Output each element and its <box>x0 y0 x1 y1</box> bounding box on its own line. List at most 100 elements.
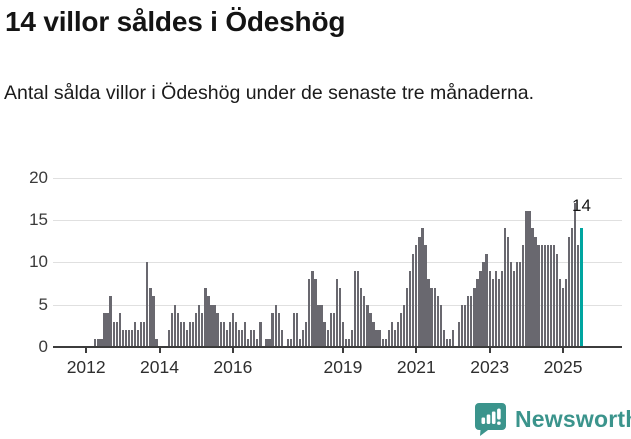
bar <box>384 338 387 347</box>
highlight-value-label: 14 <box>572 196 591 215</box>
bar <box>302 330 305 347</box>
bar <box>558 279 562 347</box>
bar <box>219 321 222 347</box>
bar <box>561 287 565 347</box>
bar <box>344 338 348 347</box>
y-axis-label-15: 15 <box>29 209 48 229</box>
bar <box>500 270 504 347</box>
bar <box>491 279 494 347</box>
x-axis-line <box>53 346 622 348</box>
bar <box>418 236 421 347</box>
y-axis-label-0: 0 <box>38 337 48 356</box>
bar <box>378 330 381 347</box>
bar <box>341 321 345 347</box>
bar <box>363 296 366 347</box>
x-tick-2023 <box>488 348 491 353</box>
bar <box>289 338 293 347</box>
y-axis-label-5: 5 <box>38 294 48 314</box>
bar <box>97 338 100 347</box>
bar <box>430 287 433 347</box>
x-axis-label-2016: 2016 <box>213 357 253 377</box>
bar <box>476 279 479 347</box>
x-axis-label-2019: 2019 <box>323 357 363 377</box>
bar <box>121 330 124 347</box>
gridline-y20 <box>53 177 622 179</box>
bar <box>195 313 198 347</box>
bar <box>323 321 326 347</box>
y-axis-label-20: 20 <box>29 167 48 187</box>
bar <box>409 270 412 347</box>
x-axis-label-2012: 2012 <box>66 357 106 377</box>
bar <box>537 245 540 347</box>
bar <box>118 313 121 347</box>
bar <box>152 296 155 347</box>
bar <box>277 313 280 347</box>
bar <box>320 304 323 347</box>
bar <box>179 321 183 347</box>
bar <box>314 279 317 347</box>
bar <box>311 270 314 347</box>
bar <box>103 313 106 347</box>
newsworthy-bubble-chart-icon <box>474 402 507 436</box>
bar <box>292 313 296 347</box>
y-axis-label-10: 10 <box>29 252 48 272</box>
bar <box>531 228 534 347</box>
bar <box>173 304 176 347</box>
bar <box>494 270 497 347</box>
x-axis-label-2023: 2023 <box>470 357 510 377</box>
x-axis-label-2021: 2021 <box>396 357 436 377</box>
bar <box>479 270 482 347</box>
bar <box>424 245 427 347</box>
bar <box>577 245 580 347</box>
bar <box>201 313 204 347</box>
bar <box>512 270 516 347</box>
bar <box>100 338 103 347</box>
bar <box>216 313 219 347</box>
bar <box>540 245 543 347</box>
bar <box>335 279 338 347</box>
bar <box>295 313 299 347</box>
bar <box>188 321 192 347</box>
bar <box>457 321 461 347</box>
bar <box>568 236 571 347</box>
x-tick-2016 <box>231 348 234 353</box>
x-tick-2014 <box>158 348 161 353</box>
bar <box>549 245 552 347</box>
bar <box>182 321 186 347</box>
bar <box>213 304 216 347</box>
newsworthy-wordmark: Newsworthy <box>515 405 631 432</box>
bar <box>439 304 442 347</box>
bar <box>185 330 189 347</box>
bar <box>176 313 180 347</box>
newsworthy-logo[interactable]: Newsworthy <box>474 402 631 436</box>
bar <box>329 313 332 347</box>
bar <box>467 296 470 347</box>
bar <box>94 338 97 347</box>
bar <box>574 203 577 347</box>
bar <box>167 330 170 347</box>
bar <box>133 321 137 347</box>
bar <box>305 321 308 347</box>
bar <box>387 330 390 347</box>
bar <box>497 279 500 347</box>
bar <box>109 296 112 347</box>
bar <box>250 330 253 347</box>
bar <box>140 321 143 347</box>
bar <box>143 321 146 347</box>
bar <box>396 321 400 347</box>
bar <box>115 321 118 347</box>
bar <box>366 304 369 347</box>
bar <box>522 245 525 347</box>
bar <box>234 321 238 347</box>
bar <box>470 296 473 347</box>
bar <box>155 338 158 347</box>
bar <box>259 321 262 347</box>
bar <box>317 304 320 347</box>
chart-subtitle: Antal sålda villor i Ödeshög under de se… <box>4 82 535 104</box>
bar <box>369 313 372 347</box>
bar <box>509 262 513 347</box>
bar <box>448 338 452 347</box>
bar <box>253 330 256 347</box>
bar <box>461 304 464 347</box>
bar <box>442 330 445 347</box>
